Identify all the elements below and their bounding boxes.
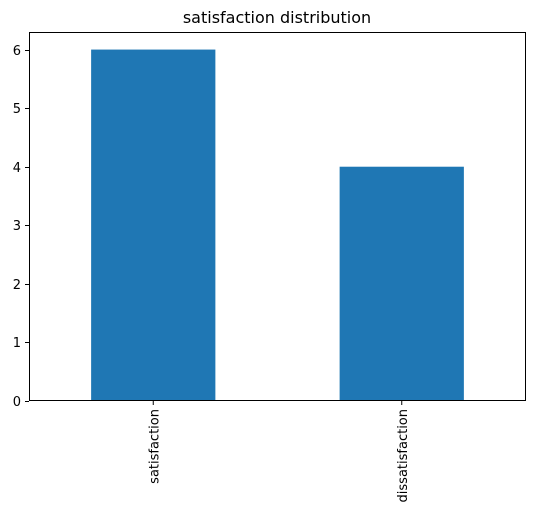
y-tick-label: 4 <box>13 161 21 176</box>
x-tick-label: dissatisfaction <box>396 409 411 502</box>
bar-satisfaction <box>91 49 216 401</box>
x-tick-label: satisfaction <box>147 409 162 484</box>
y-tick-label: 5 <box>13 102 21 117</box>
y-axis: 0 1 2 3 4 5 6 <box>13 44 29 410</box>
y-tick-label: 2 <box>13 278 21 293</box>
y-tick-label: 0 <box>13 395 21 410</box>
bars-group <box>91 49 464 401</box>
y-tick-label: 1 <box>13 336 21 351</box>
x-axis: satisfaction dissatisfaction <box>147 401 411 502</box>
chart-title: satisfaction distribution <box>183 8 371 27</box>
y-tick-label: 6 <box>13 44 21 59</box>
y-tick-label: 3 <box>13 219 21 234</box>
plot-frame <box>29 32 526 401</box>
bar-dissatisfaction <box>339 166 464 401</box>
